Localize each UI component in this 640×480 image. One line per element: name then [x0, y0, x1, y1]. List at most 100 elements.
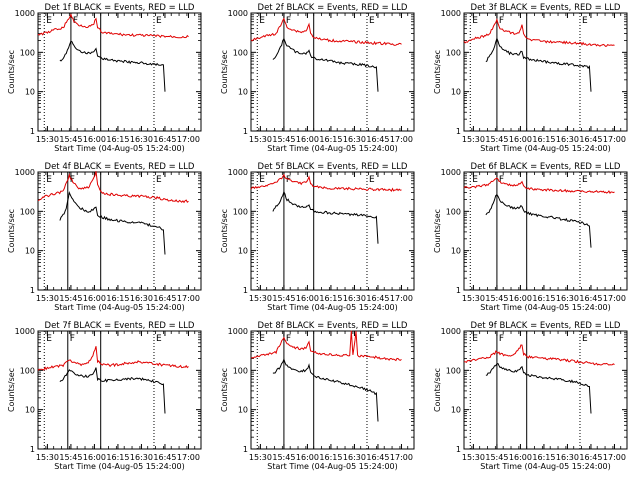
- x-tick-label: 15:30: [36, 135, 59, 144]
- events-series-line: [485, 193, 592, 248]
- panel-title: Det 8f BLACK = Events, RED = LLD: [258, 321, 408, 331]
- marker-label: F: [70, 334, 75, 344]
- x-tick-label: 16:15: [319, 135, 342, 144]
- plot-frame: [37, 12, 202, 132]
- x-tick-label: 16:45: [153, 135, 176, 144]
- x-tick-label: 17:00: [603, 135, 626, 144]
- marker-label: E: [582, 175, 588, 185]
- x-tick-label: 17:00: [390, 294, 413, 303]
- y-axis-label: Counts/sec: [7, 209, 16, 253]
- x-tick-label: 16:00: [509, 294, 532, 303]
- x-tick-label: 16:15: [532, 453, 555, 462]
- plot-frame: [250, 12, 415, 132]
- y-tick-label: 10: [451, 88, 461, 97]
- x-tick-label: 16:30: [130, 453, 153, 462]
- detector-panel: Det 7f BLACK = Events, RED = LLD 1 10 100 10…: [7, 321, 202, 471]
- x-tick-label: 17:00: [390, 135, 413, 144]
- marker-label: F: [499, 334, 504, 344]
- x-tick-label: 16:00: [83, 453, 106, 462]
- x-tick-label: 16:30: [130, 135, 153, 144]
- marker-label: E: [472, 16, 478, 26]
- y-tick-label: 1000: [441, 9, 461, 18]
- y-tick-label: 1: [243, 127, 248, 136]
- marker-label: F: [499, 175, 504, 185]
- lld-series-line: [250, 330, 402, 362]
- y-tick-label: 1000: [15, 168, 35, 177]
- y-tick-label: 1000: [15, 327, 35, 336]
- y-axis-label: Counts/sec: [220, 50, 229, 94]
- detector-panel: Det 8f BLACK = Events, RED = LLD 1 10 100 10…: [220, 321, 415, 471]
- x-tick-label: 17:00: [177, 453, 200, 462]
- y-tick-label: 1: [456, 286, 461, 295]
- y-tick-label: 1000: [441, 327, 461, 336]
- y-axis-label: Counts/sec: [220, 368, 229, 412]
- x-tick-label: 16:30: [130, 294, 153, 303]
- marker-label: E: [369, 334, 375, 344]
- y-tick-label: 1: [30, 127, 35, 136]
- x-tick-label: 15:30: [249, 135, 272, 144]
- x-tick-label: 16:00: [296, 135, 319, 144]
- x-axis-label: Start Time (04-Aug-05 15:24:00): [480, 144, 611, 153]
- x-tick-label: 15:45: [272, 135, 295, 144]
- marker-label: F: [286, 16, 291, 26]
- x-axis-label: Start Time (04-Aug-05 15:24:00): [480, 462, 611, 471]
- x-tick-label: 16:00: [509, 453, 532, 462]
- marker-label: E: [259, 334, 265, 344]
- x-tick-label: 16:15: [319, 453, 342, 462]
- plot-frame: [463, 171, 628, 291]
- marker-label: E: [582, 334, 588, 344]
- x-axis-label: Start Time (04-Aug-05 15:24:00): [54, 462, 185, 471]
- x-tick-label: 15:30: [462, 135, 485, 144]
- x-tick-label: 16:15: [532, 294, 555, 303]
- y-tick-label: 10: [25, 88, 35, 97]
- marker-label: F: [499, 16, 504, 26]
- marker-label: F: [73, 16, 78, 26]
- y-tick-label: 10: [25, 406, 35, 415]
- marker-label: E: [46, 16, 52, 26]
- y-tick-label: 1: [30, 445, 35, 454]
- x-axis-label: Start Time (04-Aug-05 15:24:00): [54, 144, 185, 153]
- lld-series-line: [463, 18, 615, 47]
- panel-title: Det 9f BLACK = Events, RED = LLD: [471, 321, 621, 331]
- panel-title: Det 3f BLACK = Events, RED = LLD: [471, 3, 621, 13]
- x-tick-label: 16:15: [106, 135, 129, 144]
- x-tick-label: 16:45: [579, 453, 602, 462]
- marker-label: E: [472, 175, 478, 185]
- lld-series-line: [464, 344, 615, 366]
- marker-label: E: [369, 16, 375, 26]
- x-axis-label: Start Time (04-Aug-05 15:24:00): [54, 303, 185, 312]
- y-tick-label: 100: [233, 366, 248, 375]
- lld-series-line: [463, 177, 615, 194]
- panel-title: Det 1f BLACK = Events, RED = LLD: [45, 3, 195, 13]
- plot-frame: [463, 12, 628, 132]
- lld-series-line: [37, 171, 189, 204]
- detector-panel: Det 2f BLACK = Events, RED = LLD 1 10 100 10…: [220, 3, 415, 153]
- x-axis-label: Start Time (04-Aug-05 15:24:00): [267, 462, 398, 471]
- x-tick-label: 16:45: [153, 294, 176, 303]
- y-tick-label: 1000: [228, 9, 248, 18]
- events-series-line: [59, 367, 166, 414]
- detector-panel: Det 6f BLACK = Events, RED = LLD 1 10 100 10…: [433, 162, 628, 312]
- panel-title: Det 5f BLACK = Events, RED = LLD: [258, 162, 408, 172]
- y-tick-label: 1: [456, 127, 461, 136]
- lld-series-line: [250, 173, 402, 192]
- x-tick-label: 17:00: [603, 453, 626, 462]
- x-tick-label: 16:45: [153, 453, 176, 462]
- marker-label: E: [156, 175, 162, 185]
- y-tick-label: 10: [238, 247, 248, 256]
- y-axis-label: Counts/sec: [433, 368, 442, 412]
- y-tick-label: 100: [446, 48, 461, 57]
- x-axis-label: Start Time (04-Aug-05 15:24:00): [480, 303, 611, 312]
- panel-title: Det 2f BLACK = Events, RED = LLD: [258, 3, 408, 13]
- y-tick-label: 1: [30, 286, 35, 295]
- y-tick-label: 1: [243, 445, 248, 454]
- detector-panel: Det 5f BLACK = Events, RED = LLD 1 10 100 10…: [220, 162, 415, 312]
- events-series-line: [59, 191, 166, 255]
- x-tick-label: 16:30: [343, 294, 366, 303]
- marker-label: E: [259, 16, 265, 26]
- x-tick-label: 16:45: [366, 453, 389, 462]
- detector-panel: Det 1f BLACK = Events, RED = LLD 1 10 100 10…: [7, 3, 202, 153]
- x-tick-label: 16:45: [366, 294, 389, 303]
- events-series-line: [485, 37, 592, 92]
